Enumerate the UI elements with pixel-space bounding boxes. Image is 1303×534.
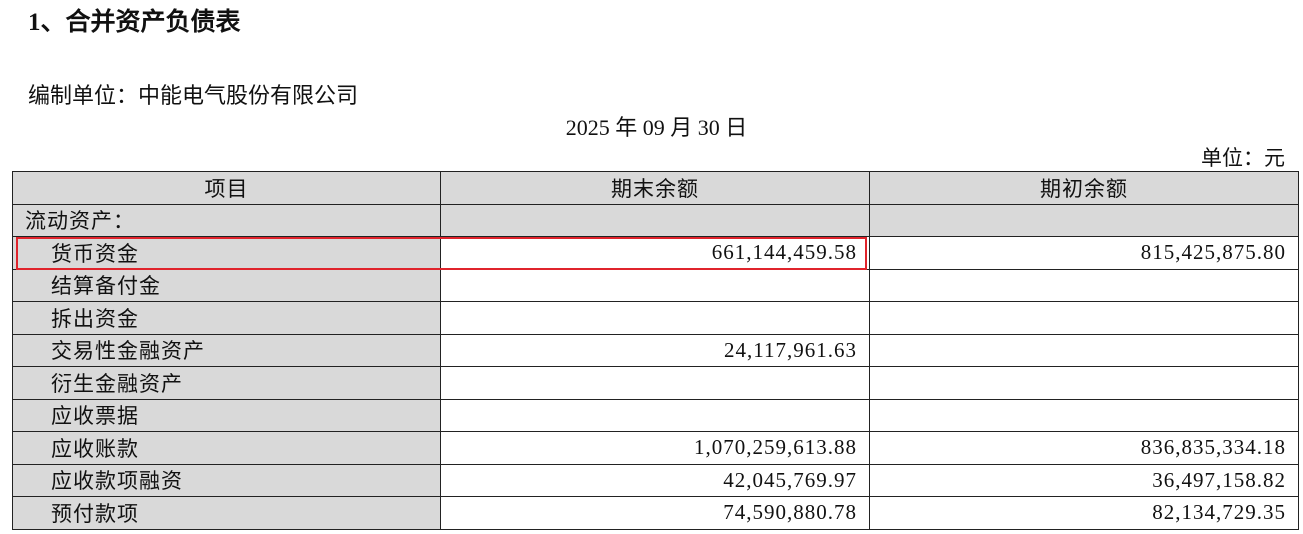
row-end-balance xyxy=(440,203,870,237)
row-end-balance xyxy=(440,398,870,432)
balance-sheet-table: 项目 期末余额 期初余额 流动资产： 货币资金 661,144,459.58 815,… xyxy=(12,171,1299,530)
table-row: 应收款项融资 42,045,769.97 36,497,158.82 xyxy=(12,463,1299,497)
row-item-label: 流动资产： xyxy=(12,203,441,237)
table-row: 结算备付金 xyxy=(12,268,1299,302)
row-item-label: 拆出资金 xyxy=(12,301,441,335)
header-begin-balance: 期初余额 xyxy=(869,171,1299,205)
row-item-label: 衍生金融资产 xyxy=(12,366,441,400)
table-row: 流动资产： xyxy=(12,203,1299,237)
section-title: 1、合并资产负债表 xyxy=(28,9,241,36)
row-begin-balance xyxy=(869,268,1299,302)
row-end-balance: 661,144,459.58 xyxy=(440,236,870,270)
table-row: 拆出资金 xyxy=(12,301,1299,335)
row-end-balance xyxy=(440,301,870,335)
row-item-label: 应收账款 xyxy=(12,431,441,465)
row-begin-balance: 815,425,875.80 xyxy=(869,236,1299,270)
row-begin-balance xyxy=(869,333,1299,367)
table-row: 交易性金融资产 24,117,961.63 xyxy=(12,333,1299,367)
table-header-row: 项目 期末余额 期初余额 xyxy=(12,171,1299,205)
row-end-balance: 42,045,769.97 xyxy=(440,463,870,497)
row-item-label: 预付款项 xyxy=(12,496,441,530)
row-end-balance: 1,070,259,613.88 xyxy=(440,431,870,465)
row-begin-balance xyxy=(869,366,1299,400)
row-begin-balance: 836,835,334.18 xyxy=(869,431,1299,465)
row-begin-balance: 82,134,729.35 xyxy=(869,496,1299,530)
row-begin-balance: 36,497,158.82 xyxy=(869,463,1299,497)
header-end-balance: 期末余额 xyxy=(440,171,870,205)
row-item-label: 应收票据 xyxy=(12,398,441,432)
row-end-balance xyxy=(440,268,870,302)
row-begin-balance xyxy=(869,398,1299,432)
row-end-balance xyxy=(440,366,870,400)
row-end-balance: 24,117,961.63 xyxy=(440,333,870,367)
table-row: 衍生金融资产 xyxy=(12,366,1299,400)
currency-unit: 单位：元 xyxy=(1201,146,1285,170)
row-item-label: 应收款项融资 xyxy=(12,463,441,497)
report-date: 2025 年 09 月 30 日 xyxy=(565,115,748,140)
table-row: 应收票据 xyxy=(12,398,1299,432)
table-row: 预付款项 74,590,880.78 82,134,729.35 xyxy=(12,496,1299,530)
row-end-balance: 74,590,880.78 xyxy=(440,496,870,530)
header-item: 项目 xyxy=(12,171,441,205)
table-row: 货币资金 661,144,459.58 815,425,875.80 xyxy=(12,236,1299,270)
row-item-label: 结算备付金 xyxy=(12,268,441,302)
row-item-label: 货币资金 xyxy=(12,236,441,270)
row-begin-balance xyxy=(869,203,1299,237)
row-item-label: 交易性金融资产 xyxy=(12,333,441,367)
reporting-entity: 编制单位：中能电气股份有限公司 xyxy=(28,83,359,108)
table-row: 应收账款 1,070,259,613.88 836,835,334.18 xyxy=(12,431,1299,465)
row-begin-balance xyxy=(869,301,1299,335)
